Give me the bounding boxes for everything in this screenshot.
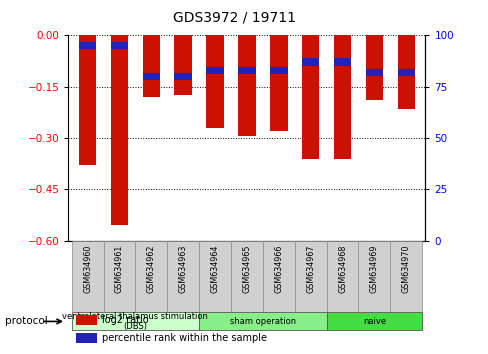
Bar [333,58,350,66]
Text: GSM634961: GSM634961 [115,244,123,293]
FancyBboxPatch shape [199,313,326,330]
FancyBboxPatch shape [326,313,421,330]
Bar [397,35,414,109]
Text: GSM634968: GSM634968 [337,244,346,293]
Text: GSM634967: GSM634967 [305,244,315,293]
Bar [206,35,224,128]
Text: GSM634965: GSM634965 [242,244,251,293]
Bar [110,35,128,225]
Text: percentile rank within the sample: percentile rank within the sample [102,333,267,343]
FancyBboxPatch shape [199,241,230,312]
Bar [174,35,192,95]
Bar [76,333,97,343]
Bar [301,35,319,159]
Bar [79,42,96,50]
Text: log2 ratio: log2 ratio [102,315,149,325]
FancyBboxPatch shape [103,241,135,312]
Bar [397,69,414,76]
FancyBboxPatch shape [358,241,389,312]
FancyBboxPatch shape [167,241,199,312]
Bar [365,69,383,76]
FancyBboxPatch shape [72,241,103,312]
FancyBboxPatch shape [230,241,263,312]
Bar [333,35,350,159]
Bar [206,67,224,74]
Text: GDS3972 / 19711: GDS3972 / 19711 [173,11,296,25]
Text: GSM634970: GSM634970 [401,244,410,293]
FancyBboxPatch shape [263,241,294,312]
FancyBboxPatch shape [135,241,167,312]
FancyBboxPatch shape [294,241,326,312]
Text: protocol: protocol [5,316,47,326]
FancyBboxPatch shape [326,241,358,312]
Bar [301,58,319,66]
Bar [142,35,160,97]
Text: GSM634962: GSM634962 [146,244,156,293]
Text: GSM634969: GSM634969 [369,244,378,293]
Bar [238,35,255,136]
Bar [365,35,383,101]
Bar [142,73,160,80]
Text: sham operation: sham operation [229,317,295,326]
Bar [174,73,192,80]
Text: naive: naive [362,317,385,326]
Text: GSM634964: GSM634964 [210,244,219,293]
Bar [79,35,96,165]
Bar [269,67,287,74]
FancyBboxPatch shape [72,313,199,330]
Bar [269,35,287,131]
Bar [76,315,97,325]
Text: GSM634966: GSM634966 [274,244,283,293]
Bar [110,42,128,50]
Text: GSM634960: GSM634960 [83,244,92,293]
FancyBboxPatch shape [389,241,421,312]
Text: GSM634963: GSM634963 [178,244,187,293]
Bar [238,67,255,74]
Text: ventrolateral thalamus stimulation
(DBS): ventrolateral thalamus stimulation (DBS) [62,312,208,331]
